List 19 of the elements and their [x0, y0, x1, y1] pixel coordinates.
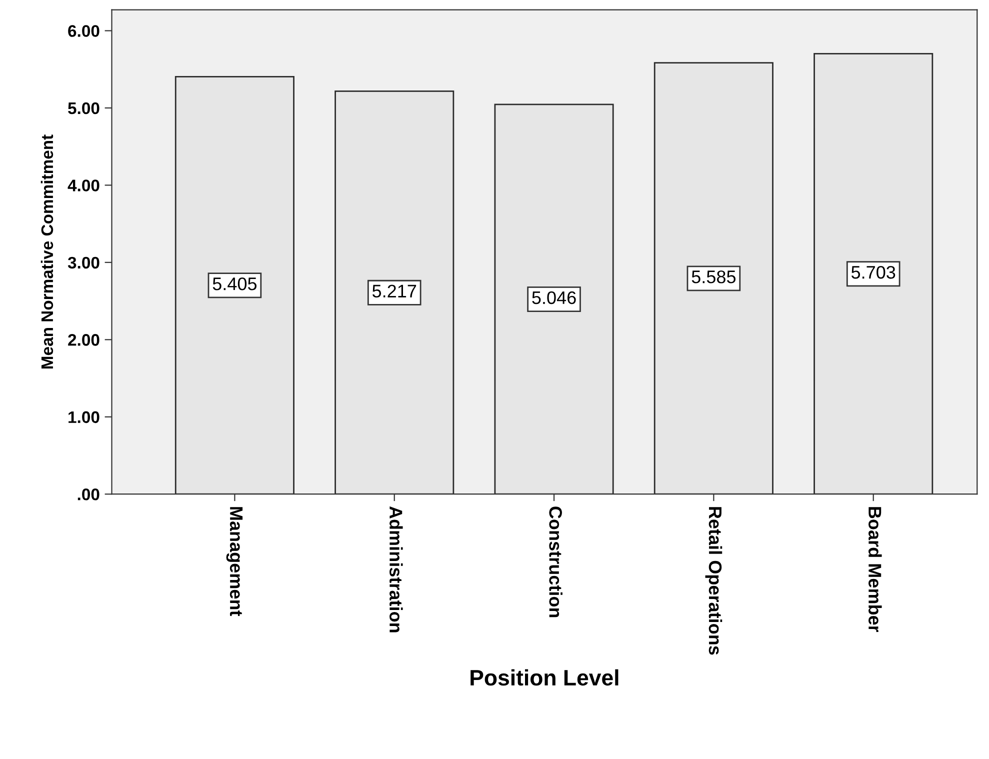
y-tick-label: 1.00: [68, 411, 100, 424]
data-label: 5.046: [532, 291, 576, 304]
x-tick-label: Administration: [390, 506, 403, 632]
x-tick-label: Board Member: [868, 507, 882, 632]
data-label: 5.703: [851, 266, 896, 279]
data-label: 5.585: [692, 270, 736, 284]
y-tick-label: 4.00: [68, 180, 100, 192]
data-label: 5.217: [372, 284, 416, 298]
data-label: 5.405: [212, 277, 257, 290]
y-tick-label: 6.00: [68, 25, 100, 37]
y-tick-label: 3.00: [68, 256, 100, 269]
y-tick-label: 2.00: [68, 334, 100, 346]
x-tick-label: Management: [226, 507, 243, 616]
x-tick-label: Construction: [549, 506, 562, 618]
y-tick-label: .00: [78, 488, 100, 500]
x-tick-label: Retail Operations: [705, 507, 722, 655]
y-axis-title: Mean Normative Commitment: [40, 134, 54, 368]
x-axis-title: Position Level: [470, 669, 618, 686]
y-tick-label: 5.00: [68, 102, 100, 114]
